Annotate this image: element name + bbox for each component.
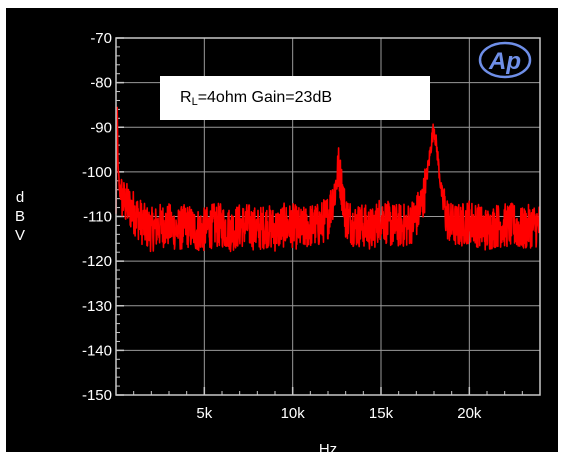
y-axis-title-letter: V <box>15 227 25 244</box>
x-tick-label: 15k <box>369 405 394 422</box>
plot-border <box>115 37 541 396</box>
x-tick-labels: 5k 10k 15k 20k <box>196 405 482 422</box>
logo-text: Ap <box>488 48 521 75</box>
y-tick-label: -110 <box>83 209 112 226</box>
y-tick-label: -140 <box>82 342 112 359</box>
y-tick-label: -90 <box>90 119 112 136</box>
annotation-box: RL=4ohm Gain=23dB <box>160 76 430 120</box>
ap-logo: Ap <box>478 41 532 79</box>
y-tick-labels: -150 -140 -130 -120 -110 -100 -90 -80 -70 <box>82 30 112 404</box>
annotation-subscript: L <box>191 96 198 108</box>
y-tick-label: -100 <box>82 164 112 181</box>
y-tick-label: -150 <box>82 387 112 404</box>
y-tick-label: -80 <box>90 75 112 92</box>
y-tick-label: -130 <box>82 298 112 315</box>
annotation-text: =4ohm Gain=23dB <box>197 89 333 106</box>
y-axis-title-letter: B <box>15 208 25 225</box>
y-axis-title-letter: d <box>16 189 24 206</box>
x-axis-title: Hz <box>319 441 337 452</box>
y-tick-label: -70 <box>90 30 112 47</box>
x-tick-label: 20k <box>457 405 482 422</box>
spectrum-trace <box>115 106 541 253</box>
y-axis-title: dBV <box>15 189 25 244</box>
fft-chart: -150 -140 -130 -120 -110 -100 -90 -80 -70 5k 10k 1… <box>15 30 541 452</box>
y-tick-label: -120 <box>82 253 112 270</box>
annotation-prefix: R <box>180 89 192 106</box>
x-tick-label: 10k <box>281 405 306 422</box>
analyzer-plot-frame: -150 -140 -130 -120 -110 -100 -90 -80 -70 5k 10k 1… <box>6 8 558 452</box>
x-tick-label: 5k <box>196 405 212 422</box>
